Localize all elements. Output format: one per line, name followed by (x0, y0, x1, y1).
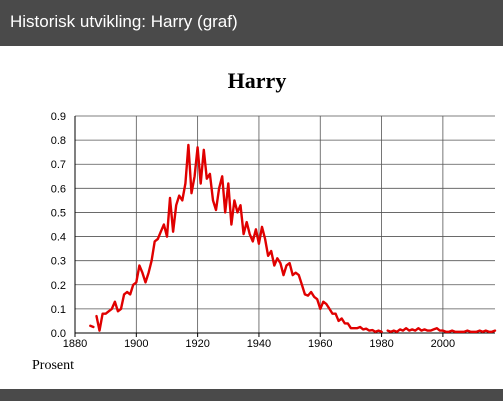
x-tick-label: 1920 (185, 338, 209, 350)
chart-title: Harry (228, 68, 287, 93)
plot-area: 0.0 0.1 0.2 0.3 0.4 0.5 0.6 0.7 0.8 0.9 1880 1900 19… (51, 111, 497, 350)
footer-label: Prosent (32, 358, 74, 373)
y-tick-label: 0.5 (51, 207, 66, 219)
y-tick-label: 0.0 (51, 328, 66, 340)
series-line-harry (386, 327, 497, 333)
y-tick-label: 0.4 (51, 232, 66, 244)
line-chart: Harry 0.0 0.1 0.2 0.3 0.4 0.5 0.6 0.7 0.8 0.9 1880… (32, 68, 497, 373)
x-tick-label: 1960 (308, 338, 332, 350)
window-title: Historisk utvikling: Harry (graf) (10, 12, 238, 31)
y-tick-label: 0.1 (51, 304, 66, 316)
series-line-harry (95, 143, 383, 333)
x-tick-label: 1880 (63, 338, 87, 350)
x-tick-label: 1940 (247, 338, 271, 350)
window-title-bar: Historisk utvikling: Harry (graf) (0, 0, 503, 46)
x-tick-label: 1980 (369, 338, 393, 350)
bottom-bar (0, 389, 503, 401)
x-tick-label: 2000 (431, 338, 455, 350)
x-tick-label: 1900 (124, 338, 148, 350)
series-line-harry (89, 324, 95, 329)
y-tick-label: 0.2 (51, 280, 66, 292)
y-tick-label: 0.3 (51, 256, 66, 268)
y-tick-label: 0.7 (51, 159, 66, 171)
y-tick-label: 0.6 (51, 183, 66, 195)
y-tick-label: 0.8 (51, 135, 66, 147)
y-tick-label: 0.9 (51, 111, 66, 123)
